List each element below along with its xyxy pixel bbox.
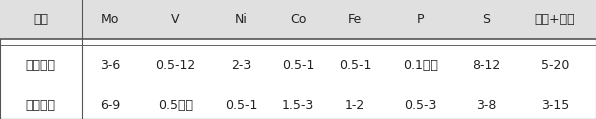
Text: S: S	[482, 13, 490, 26]
Bar	[0, 0, 596, 39]
Text: 간탈촉매: 간탈촉매	[26, 99, 56, 112]
Text: 0.5-12: 0.5-12	[156, 59, 195, 72]
Text: 수분+유분: 수분+유분	[535, 13, 576, 26]
Text: Fe: Fe	[348, 13, 362, 26]
Text: 직탈촉매: 직탈촉매	[26, 59, 56, 72]
Text: Mo: Mo	[101, 13, 119, 26]
Text: 0.5이하: 0.5이하	[158, 99, 193, 112]
Text: P: P	[417, 13, 424, 26]
Text: 3-8: 3-8	[476, 99, 496, 112]
Text: 1.5-3: 1.5-3	[282, 99, 314, 112]
Text: 0.5-1: 0.5-1	[282, 59, 314, 72]
Text: 3-15: 3-15	[541, 99, 569, 112]
Text: Ni: Ni	[234, 13, 247, 26]
Text: 1-2: 1-2	[345, 99, 365, 112]
Text: Co: Co	[290, 13, 306, 26]
Text: V: V	[171, 13, 180, 26]
Text: 8-12: 8-12	[471, 59, 500, 72]
Text: 0.1이하: 0.1이하	[403, 59, 438, 72]
Text: 3-6: 3-6	[100, 59, 120, 72]
Text: 구분: 구분	[33, 13, 48, 26]
Text: 0.5-1: 0.5-1	[339, 59, 371, 72]
Text: 6-9: 6-9	[100, 99, 120, 112]
Text: 2-3: 2-3	[231, 59, 251, 72]
Text: 0.5-1: 0.5-1	[225, 99, 257, 112]
Text: 0.5-3: 0.5-3	[404, 99, 437, 112]
Text: 5-20: 5-20	[541, 59, 569, 72]
